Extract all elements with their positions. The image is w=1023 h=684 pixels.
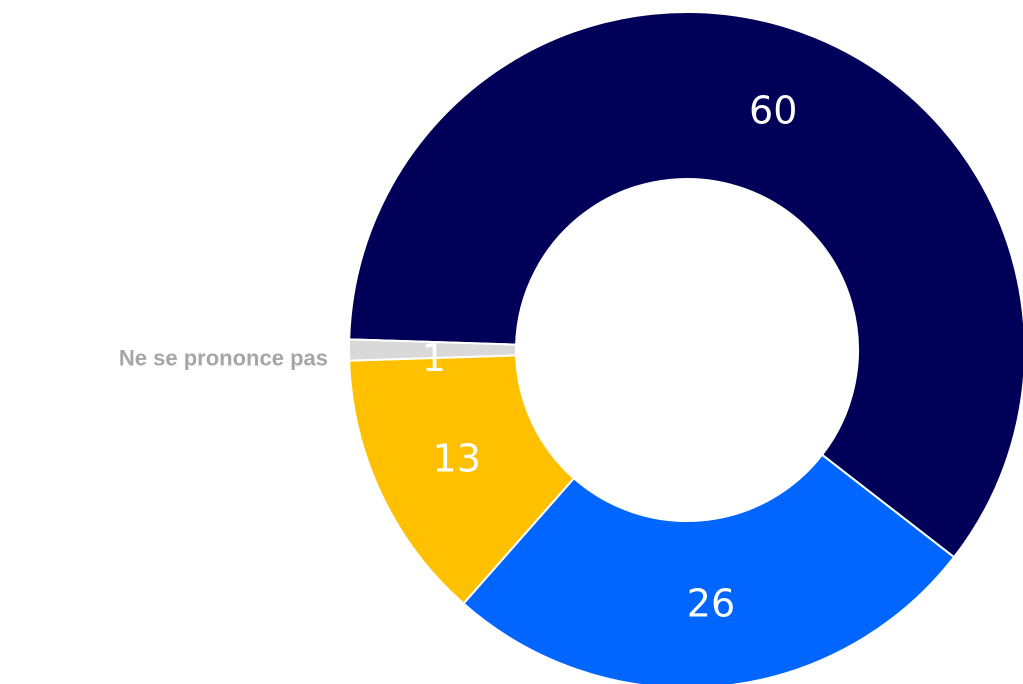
data-label-13: 13 — [433, 436, 481, 480]
data-label-60: 60 — [749, 89, 797, 133]
data-label-26: 26 — [687, 581, 735, 625]
data-label-1: 1 — [422, 336, 446, 380]
category-label: Ne se prononce pas — [119, 346, 328, 371]
